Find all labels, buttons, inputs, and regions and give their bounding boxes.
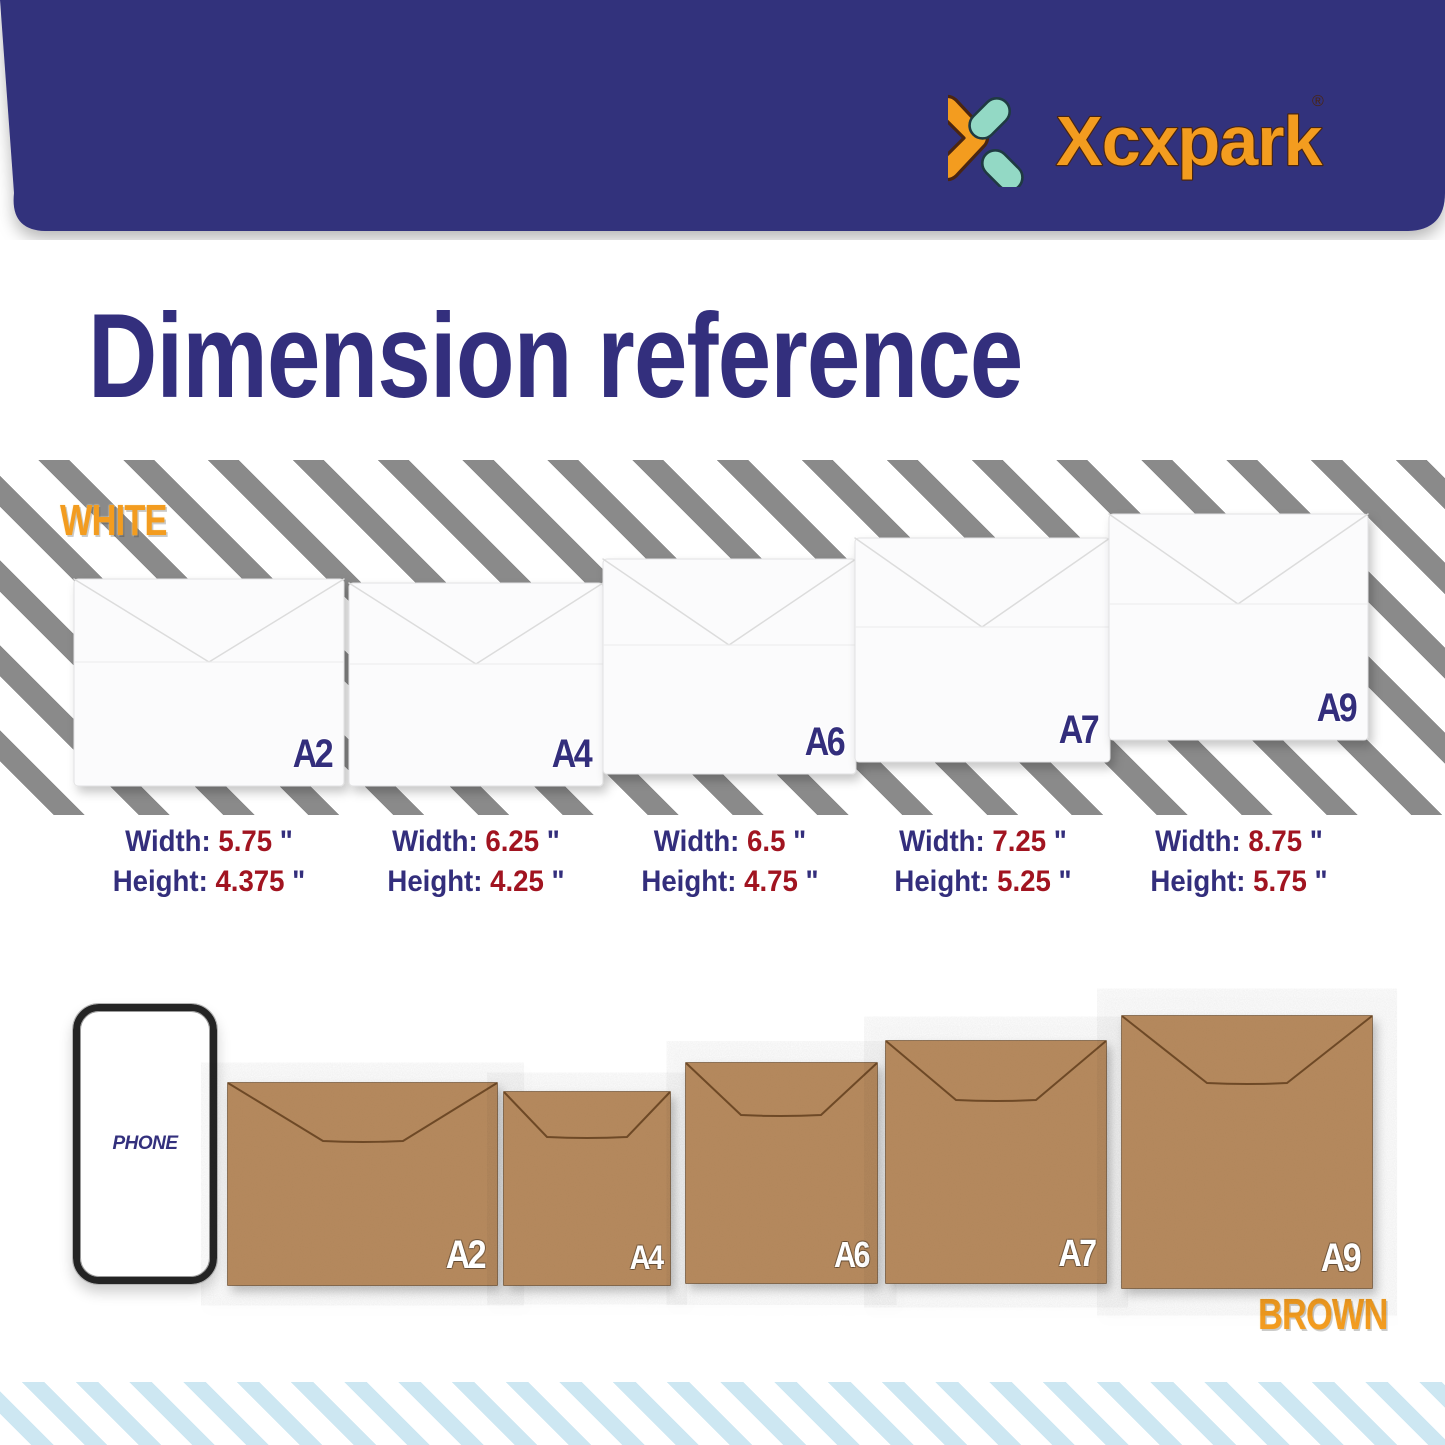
- svg-text:®: ®: [1312, 93, 1324, 110]
- svg-text:Xcxpark: Xcxpark: [1056, 102, 1322, 180]
